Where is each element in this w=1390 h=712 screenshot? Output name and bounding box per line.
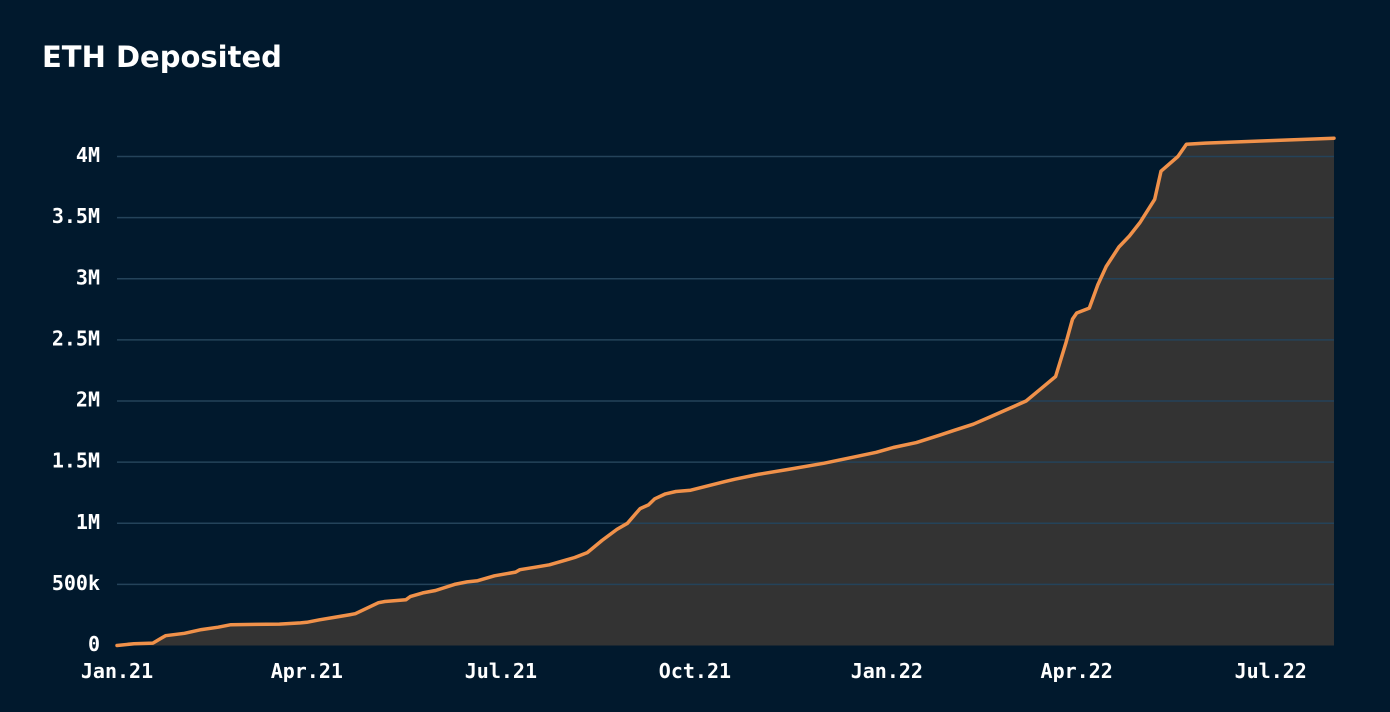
- data-point: [675, 490, 677, 492]
- data-point: [601, 539, 603, 541]
- data-point: [494, 575, 496, 577]
- data-point: [648, 504, 650, 506]
- data-point: [519, 569, 521, 571]
- data-point: [915, 442, 917, 444]
- data-point: [158, 638, 160, 640]
- y-tick-label: 2.5M: [52, 326, 100, 350]
- data-point: [515, 571, 517, 573]
- y-tick-label: 500k: [52, 571, 100, 595]
- data-point: [230, 624, 232, 626]
- data-point: [953, 429, 955, 431]
- data-point: [626, 522, 628, 524]
- data-point: [1088, 307, 1090, 309]
- data-point: [534, 566, 536, 568]
- x-tick-label: Apr.21: [271, 659, 343, 683]
- data-point: [574, 556, 576, 558]
- data-point: [875, 451, 877, 453]
- data-point: [165, 635, 167, 637]
- data-point: [1076, 312, 1078, 314]
- x-tick-label: Jan.21: [81, 659, 153, 683]
- data-point: [1270, 140, 1272, 142]
- data-point: [183, 632, 185, 634]
- data-point: [1097, 284, 1099, 286]
- data-point: [384, 600, 386, 602]
- data-point: [989, 416, 991, 418]
- data-point: [434, 589, 436, 591]
- data-point: [1333, 137, 1335, 139]
- area-fill: [117, 138, 1334, 646]
- chart-title: ETH Deposited: [42, 40, 282, 74]
- x-tick-label: Apr.22: [1041, 659, 1113, 683]
- data-point: [405, 599, 407, 601]
- data-point: [453, 583, 455, 585]
- data-point: [152, 642, 154, 644]
- y-tick-label: 1.5M: [52, 449, 100, 473]
- data-point: [548, 564, 550, 566]
- y-tick-label: 3.5M: [52, 204, 100, 228]
- y-tick-label: 1M: [76, 510, 100, 534]
- data-point: [1071, 318, 1073, 320]
- y-tick-label: 0: [88, 632, 100, 656]
- data-point: [616, 528, 618, 530]
- data-point: [654, 498, 656, 500]
- data-point: [939, 434, 941, 436]
- data-point: [787, 468, 789, 470]
- data-point: [823, 462, 825, 464]
- data-point: [348, 614, 350, 616]
- data-point: [690, 489, 692, 491]
- data-point: [318, 619, 320, 621]
- data-point: [477, 580, 479, 582]
- data-point: [378, 602, 380, 604]
- data-point: [422, 592, 424, 594]
- data-point: [734, 478, 736, 480]
- series-line: [115, 136, 1336, 648]
- data-point: [892, 446, 894, 448]
- data-point: [278, 623, 280, 625]
- data-point: [333, 616, 335, 618]
- x-tick-label: Oct.21: [659, 659, 731, 683]
- data-point: [1105, 266, 1107, 268]
- data-point: [200, 629, 202, 631]
- data-point: [565, 559, 567, 561]
- x-tick-label: Jul.21: [465, 659, 537, 683]
- data-point: [852, 456, 854, 458]
- data-point: [723, 481, 725, 483]
- data-point: [1055, 376, 1057, 378]
- y-tick-label: 4M: [76, 143, 100, 167]
- data-point: [1204, 142, 1206, 144]
- data-point: [1185, 143, 1187, 145]
- data-point: [1177, 156, 1179, 158]
- data-point: [1065, 341, 1067, 343]
- data-point: [1040, 388, 1042, 390]
- data-point: [757, 473, 759, 475]
- data-point: [116, 645, 118, 647]
- data-point: [1160, 170, 1162, 172]
- data-point: [664, 493, 666, 495]
- data-point: [217, 626, 219, 628]
- data-point: [409, 596, 411, 598]
- y-tick-label: 2M: [76, 388, 100, 412]
- data-point: [354, 613, 356, 615]
- data-point: [1128, 235, 1130, 237]
- data-point: [133, 643, 135, 645]
- x-tick-label: Jul.22: [1235, 659, 1307, 683]
- data-point: [1154, 198, 1156, 200]
- data-point: [299, 622, 301, 624]
- data-point: [1139, 222, 1141, 224]
- y-tick-label: 3M: [76, 265, 100, 289]
- data-point: [586, 552, 588, 554]
- data-point: [466, 581, 468, 583]
- data-point: [639, 508, 641, 510]
- x-tick-label: Jan.22: [851, 659, 923, 683]
- data-point: [1118, 246, 1120, 248]
- data-point: [1025, 400, 1027, 402]
- data-point: [306, 621, 308, 623]
- data-point: [972, 423, 974, 425]
